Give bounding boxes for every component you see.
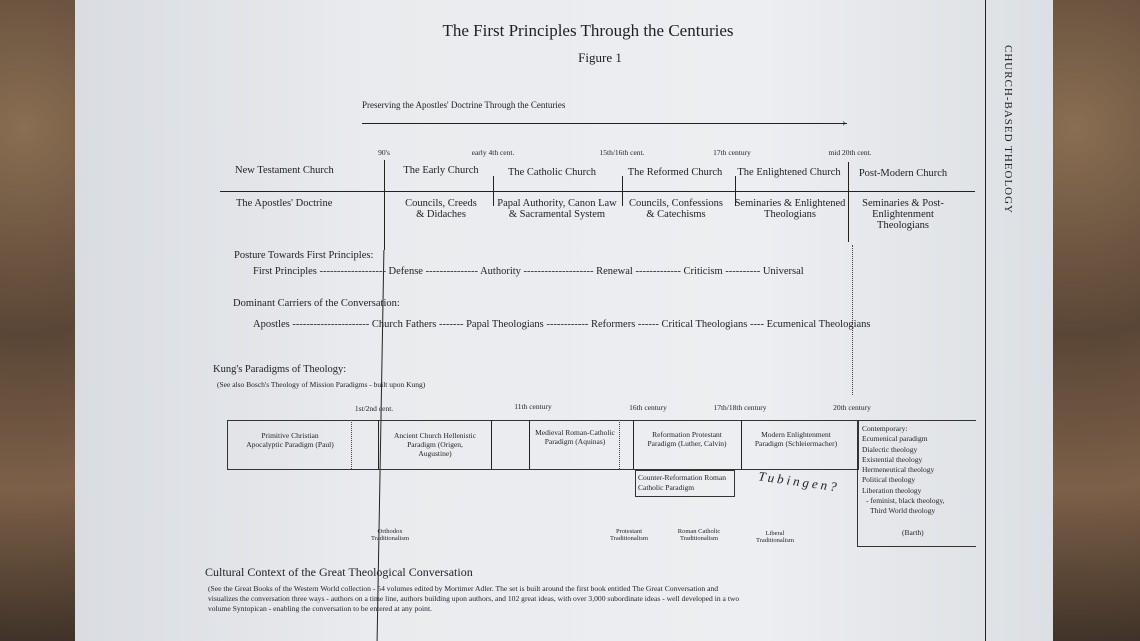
era-divider (735, 176, 736, 206)
paradigm-divider (378, 420, 379, 469)
contemporary-item: Dialectic theology (862, 444, 918, 454)
paradigm-divider (741, 420, 742, 469)
contemporary-box (857, 420, 976, 547)
posture-heading: Posture Towards First Principles: (234, 250, 374, 261)
church-label: The Enlightened Church (737, 167, 841, 178)
contemporary-item: Ecumenical paradigm (862, 434, 928, 444)
barth-label: (Barth) (902, 528, 924, 537)
counter-reformation-box (635, 470, 735, 497)
church-label: The Early Church (403, 165, 479, 176)
carrier-label: The Apostles' Doctrine (236, 198, 333, 209)
contemporary-item: Contemporary: (862, 424, 908, 433)
paradigm-divider (633, 420, 634, 469)
traditionalism-label: Liberal Traditionalism (755, 530, 795, 544)
contemporary-item: - feminist, black theology, (866, 496, 945, 506)
figure-label: Figure 1 (578, 50, 622, 65)
countertop-right (1045, 0, 1140, 641)
era-date: 17th century (713, 148, 751, 157)
cultural-heading: Cultural Context of the Great Theologica… (205, 565, 473, 579)
carrier-label: Papal Authority, Canon Law & Sacramental… (497, 198, 617, 220)
side-label: CHURCH-BASED THEOLOGY (1002, 45, 1014, 214)
contemporary-item: Political theology (862, 475, 916, 485)
paradigm-divider (351, 420, 352, 469)
traditionalism-label: Orthodox Traditionalism (370, 528, 410, 542)
carrier-label: Seminaries & Post-Enlightenment Theologi… (862, 198, 944, 231)
paradigm-label: Ancient Church Hellenistic Paradigm (Ori… (393, 431, 477, 458)
side-rule (985, 0, 986, 641)
arrow-head-icon: › (842, 115, 846, 129)
dominant-line: Apostles ---------------------- Church F… (253, 319, 871, 330)
church-label: Post-Modern Church (858, 168, 948, 179)
kung-date: 11th century (514, 402, 552, 411)
paradigm-timeline-box (227, 420, 859, 470)
long-vertical-line (384, 160, 385, 250)
era-divider (848, 162, 849, 242)
contemporary-list: Contemporary: Ecumenical paradigm Dialec… (862, 424, 944, 517)
contemporary-item: Liberation theology (862, 485, 922, 495)
church-label: The Catholic Church (507, 167, 597, 178)
document-page (75, 0, 1053, 641)
era-date: 15th/16th cent. (599, 148, 645, 157)
traditionalism-label: Protestant Traditionalism (609, 528, 649, 542)
carrier-label: Councils, Confessions & Catechisms (629, 198, 723, 220)
church-label: The Reformed Church (627, 167, 723, 178)
traditionalism-label: Roman Catholic Traditionalism (677, 528, 721, 542)
paradigm-divider (619, 420, 620, 469)
era-date: 90's (378, 148, 390, 157)
page-title: The First Principles Through the Centuri… (442, 21, 734, 40)
kung-date: 17th/18th century (713, 403, 767, 412)
era-divider (493, 176, 494, 206)
contemporary-item: Third World theology (870, 506, 936, 516)
kung-heading: Kung's Paradigms of Theology: (213, 364, 347, 375)
paradigm-divider (529, 420, 530, 469)
countertop-left (0, 0, 80, 641)
church-label: New Testament Church (235, 165, 334, 176)
era-date: mid 20th cent. (828, 148, 872, 157)
timeline-arrow (362, 123, 847, 124)
kung-note: (See also Bosch's Theology of Mission Pa… (217, 380, 426, 389)
carrier-label: Seminaries & Enlightened Theologians (734, 198, 846, 220)
paradigm-divider (491, 420, 492, 469)
paradigm-label: Primitive Christian Apocalyptic Paradigm… (246, 431, 334, 449)
era-divider-line (220, 191, 975, 192)
paradigm-label: Medieval Roman-Catholic Paradigm (Aquina… (535, 428, 615, 446)
cultural-text: (See the Great Books of the Western Worl… (208, 584, 740, 613)
arrow-label: Preserving the Apostles' Doctrine Throug… (362, 100, 566, 110)
dashed-divider (852, 245, 853, 395)
kung-date: 20th century (833, 403, 871, 412)
kung-date: 16th century (629, 403, 667, 412)
contemporary-item: Existential theology (862, 454, 923, 464)
dominant-heading: Dominant Carriers of the Conversation: (233, 298, 400, 309)
paradigm-label: Reformation Protestant Paradigm (Luther,… (647, 430, 727, 448)
era-divider (622, 176, 623, 206)
counter-reformation-label: Counter-Reformation Roman Catholic Parad… (638, 473, 726, 492)
paradigm-label: Modern Enlightenment Paradigm (Schleierm… (754, 430, 838, 448)
era-date: early 4th cent. (471, 148, 515, 157)
kung-date: 1st/2nd cent. (354, 404, 394, 413)
contemporary-item: Hermeneutical theology (862, 465, 935, 475)
carrier-label: Councils, Creeds & Didaches (405, 198, 477, 220)
posture-line: First Principles ------------------- Def… (253, 266, 804, 277)
